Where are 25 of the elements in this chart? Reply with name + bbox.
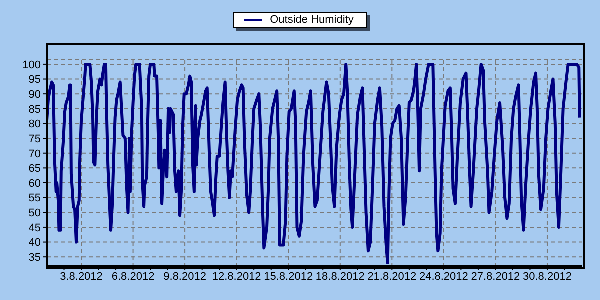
y-tick-label: 100 bbox=[22, 59, 41, 72]
x-tick-label: 9.8.2012 bbox=[164, 270, 206, 283]
y-tick-label: 45 bbox=[28, 222, 41, 234]
x-tick-label: 6.8.2012 bbox=[112, 270, 155, 283]
y-tick-label: 35 bbox=[28, 252, 41, 264]
x-tick-label: 27.8.2012 bbox=[471, 270, 520, 283]
x-tick-label: 15.8.2012 bbox=[264, 270, 314, 283]
y-tick-label: 60 bbox=[28, 178, 41, 190]
x-tick-label: 12.8.2012 bbox=[212, 270, 262, 283]
legend-label: Outside Humidity bbox=[270, 14, 354, 26]
x-tick-label: 3.8.2012 bbox=[60, 270, 103, 283]
x-tick-label: 24.8.2012 bbox=[419, 270, 468, 283]
x-tick-label: 18.8.2012 bbox=[316, 270, 365, 283]
y-tick-label: 90 bbox=[28, 88, 41, 101]
y-tick-label: 85 bbox=[28, 104, 41, 116]
y-tick-label: 55 bbox=[28, 192, 41, 205]
x-tick-label: 30.8.2012 bbox=[523, 270, 572, 283]
y-tick-label: 65 bbox=[28, 163, 41, 176]
y-tick-label: 40 bbox=[28, 237, 41, 250]
y-tick-label: 75 bbox=[28, 133, 41, 146]
y-tick-label: 95 bbox=[28, 74, 41, 86]
y-tick-label: 70 bbox=[28, 148, 41, 160]
y-tick-label: 80 bbox=[28, 118, 41, 131]
x-tick-label: 21.8.2012 bbox=[368, 270, 417, 283]
y-tick-label: 50 bbox=[28, 208, 41, 220]
